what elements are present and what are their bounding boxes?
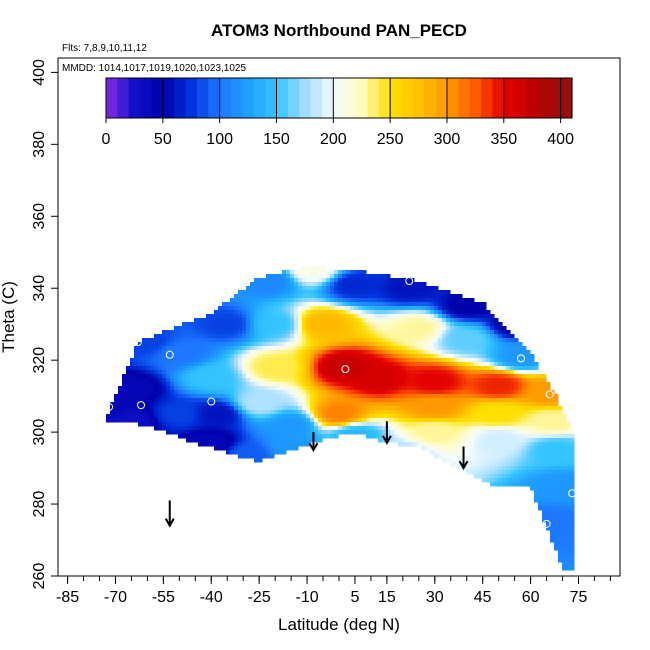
down-arrow-marker xyxy=(458,446,469,471)
flight-point xyxy=(133,338,142,347)
x-tick-label: 60 xyxy=(522,589,540,606)
flight-point xyxy=(545,390,554,399)
y-tick-label: 300 xyxy=(31,419,48,446)
flight-point xyxy=(517,354,526,363)
flight-point xyxy=(319,268,328,277)
colorbar-tick-label: 100 xyxy=(206,131,233,148)
y-tick-label: 380 xyxy=(31,131,48,158)
x-tick-label: -55 xyxy=(152,589,175,606)
colorbar: 0 50 100 150 200 250 300 350 400 xyxy=(102,77,574,148)
colorbar-tick-label: 50 xyxy=(154,131,172,148)
dates-annotation: MMDD: 1014,1017,1019,1020,1023,1025 xyxy=(62,63,246,74)
flight-point xyxy=(105,402,114,411)
flight-point xyxy=(165,350,174,359)
flight-point xyxy=(405,277,414,286)
colorbar-tick-label: 400 xyxy=(547,131,574,148)
y-tick-label: 360 xyxy=(31,203,48,230)
colorbar-tick-label: 200 xyxy=(320,131,347,148)
y-tick-label: 260 xyxy=(31,563,48,590)
y-tick-label: 400 xyxy=(31,59,48,86)
down-arrow-marker xyxy=(308,432,319,453)
x-tick-label: 5 xyxy=(351,589,360,606)
colorbar-tick-label: 150 xyxy=(263,131,290,148)
flight-point xyxy=(542,519,551,528)
arrows xyxy=(164,421,469,528)
heatmap xyxy=(106,266,575,571)
x-axis-label: Latitude (deg N) xyxy=(278,615,400,634)
flight-points xyxy=(105,266,577,528)
down-arrow-marker xyxy=(164,500,175,528)
colorbar-tick-label: 350 xyxy=(490,131,517,148)
x-tick-label: -85 xyxy=(56,589,79,606)
flight-point xyxy=(303,266,312,275)
down-arrow-marker xyxy=(382,421,392,445)
y-axis: 260 280 300 320 340 360 380 400 xyxy=(31,59,58,589)
flight-point xyxy=(341,365,350,374)
x-tick-label: 15 xyxy=(378,589,396,606)
flight-point xyxy=(137,401,146,410)
x-tick-label: 45 xyxy=(474,589,492,606)
x-tick-label: 75 xyxy=(570,589,588,606)
colorbar-tick-label: 300 xyxy=(434,131,461,148)
flights-annotation: Flts: 7,8,9,10,11,12 xyxy=(62,43,147,54)
colorbar-tick-label: 0 xyxy=(102,131,111,148)
y-tick-label: 340 xyxy=(31,275,48,302)
x-tick-label: -25 xyxy=(248,589,271,606)
x-tick-label: 30 xyxy=(426,589,444,606)
x-tick-label: -10 xyxy=(296,589,319,606)
y-tick-label: 320 xyxy=(31,347,48,374)
x-tick-label: -70 xyxy=(104,589,127,606)
y-tick-label: 280 xyxy=(31,491,48,518)
chart-title: ATOM3 Northbound PAN_PECD xyxy=(211,21,467,40)
x-axis: -85 -70 -55 -40 -25 -10 5 15 30 45 60 75 xyxy=(56,576,611,606)
colorbar-tick-label: 250 xyxy=(377,131,404,148)
y-axis-label: Theta (C) xyxy=(0,281,18,353)
flight-point xyxy=(568,489,577,498)
flight-point xyxy=(207,397,216,406)
x-tick-label: -40 xyxy=(200,589,223,606)
